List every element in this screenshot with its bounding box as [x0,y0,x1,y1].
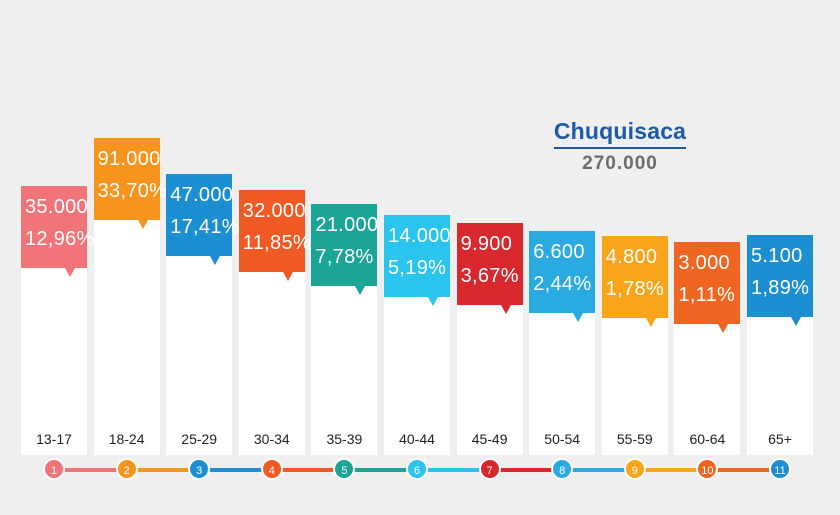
chart-total: 270.000 [582,153,658,174]
percent-label: 11,85% [242,232,311,254]
timeline-segment [634,468,708,472]
step-number: 3 [188,458,211,480]
value-tag: 21.000 7,78% [311,204,379,295]
tag-pointer [500,305,511,314]
timeline-segment [417,468,490,472]
bar [93,196,160,455]
value-tag: 5.100 1,89% [747,235,813,326]
value-label: 5.100 [751,245,803,267]
step-number: 10 [696,458,719,480]
percent-label: 17,41% [170,216,240,238]
tag-pointer [428,297,438,306]
value-tag: 3.000 1,11% [674,242,741,333]
percent-label: 3,67% [460,265,519,287]
value-tag: 6.600 2,44% [529,231,596,322]
category-label: 40-44 [399,431,435,447]
category-label: 50-54 [544,431,581,447]
bar [529,289,596,455]
tag-pointer [355,286,366,295]
tag-pointer [791,317,801,326]
step-number: 2 [115,458,138,480]
timeline-segment [344,468,417,472]
tag-pointer [718,324,729,333]
value-label: 35.000 [25,196,88,218]
percent-label: 12,96% [25,228,95,250]
timeline-segment [199,468,272,472]
value-tag: 4.800 1,78% [601,236,668,327]
value-tag: 32.000 11,85% [238,190,311,281]
value-tag: 9.900 3,67% [456,223,523,314]
title-block: Chuquisaca 270.000 [540,118,700,175]
value-tag: 35.000 12,96% [21,186,94,277]
value-tag: 47.000 17,41% [166,174,240,265]
step-number: 5 [333,458,356,480]
value-label: 6.600 [533,241,585,263]
chart-title: Chuquisaca [553,118,687,149]
percent-label: 1,11% [678,284,736,306]
bar [601,294,668,455]
value-label: 3.000 [678,252,730,274]
percent-label: 1,89% [751,277,810,299]
step-number: 4 [260,458,283,480]
category-label: 18-24 [108,431,145,447]
timeline-segment [707,468,780,472]
tag-pointer [645,318,656,327]
bar [21,244,87,455]
category-label: 25-29 [181,431,218,447]
timeline-segment [271,468,345,472]
category-label: 55-59 [616,431,653,447]
timeline-segment [489,468,563,472]
value-tag: 91.000 33,70% [93,138,167,229]
value-label: 91.000 [97,148,161,170]
step-number: 1 [43,458,65,480]
tag-pointer [65,268,75,277]
step-number: 8 [551,458,574,480]
tag-pointer [210,256,221,265]
category-label: 30-34 [253,431,290,447]
category-label: 35-39 [326,431,363,447]
tag-pointer [282,272,293,281]
percent-label: 5,19% [388,257,447,279]
category-label: 13-17 [36,431,72,447]
percent-label: 33,70% [97,180,168,202]
bar [166,232,233,455]
step-number: 9 [623,458,646,480]
bar [456,281,523,455]
bar [311,262,378,455]
step-number: 6 [406,458,428,480]
bar [384,273,450,455]
category-label: 45-49 [471,431,508,447]
percent-label: 1,78% [605,278,665,300]
value-tag: 14.000 5,19% [384,215,451,306]
value-label: 14.000 [388,225,451,247]
value-label: 9.900 [460,233,513,255]
timeline-segment [54,468,127,472]
step-number: 7 [478,458,501,480]
value-label: 21.000 [315,214,379,236]
percent-label: 2,44% [533,273,592,295]
percent-label: 7,78% [315,246,374,268]
category-label: 60-64 [689,431,726,447]
tag-pointer [573,313,584,322]
step-number: 11 [769,458,791,480]
bar [747,293,813,455]
value-label: 47.000 [170,184,234,206]
timeline-segment [126,468,200,472]
bar [674,300,741,455]
value-label: 4.800 [605,246,658,268]
tag-pointer [137,220,148,229]
value-label: 32.000 [242,200,306,222]
bar [238,248,305,455]
timeline-segment [562,468,635,472]
category-label: 65+ [768,431,792,447]
